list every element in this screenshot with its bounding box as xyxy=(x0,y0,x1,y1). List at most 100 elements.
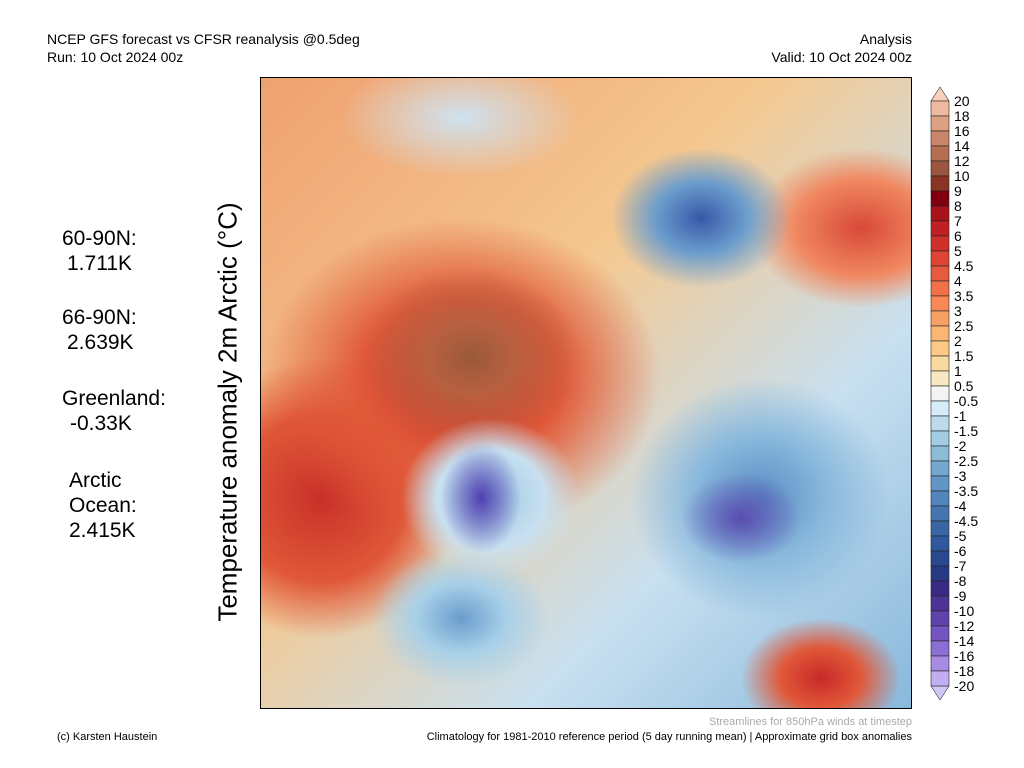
colorbar-bin xyxy=(930,610,950,627)
colorbar-bin xyxy=(930,145,950,162)
colorbar-tick-label: 4 xyxy=(954,273,962,289)
valid-time: Valid: 10 Oct 2024 00z xyxy=(771,49,912,65)
header-left: NCEP GFS forecast vs CFSR reanalysis @0.… xyxy=(47,30,360,66)
colorbar-tick-label: 5 xyxy=(954,243,962,259)
stat-greenland: Greenland: -0.33K xyxy=(62,386,166,436)
colorbar-bin xyxy=(930,370,950,387)
colorbar-bin xyxy=(930,655,950,672)
colorbar-bin xyxy=(930,385,950,402)
colorbar-tick-label: 0.5 xyxy=(954,378,974,394)
colorbar-bin xyxy=(930,100,950,117)
colorbar-bin xyxy=(930,130,950,147)
colorbar-tick-label: 10 xyxy=(954,168,970,184)
streamlines-note: Streamlines for 850hPa winds at timestep xyxy=(709,716,912,728)
colorbar-bin xyxy=(930,220,950,237)
colorbar-tick-label: -1 xyxy=(954,408,967,424)
colorbar-tick-label: 14 xyxy=(954,138,970,154)
stat-60-90n: 60-90N: 1.711K xyxy=(62,226,137,276)
colorbar-tick-label: 7 xyxy=(954,213,962,229)
colorbar-bin xyxy=(930,430,950,447)
stat-label: 66-90N: xyxy=(62,306,137,329)
chart-title: NCEP GFS forecast vs CFSR reanalysis @0.… xyxy=(47,31,360,47)
y-axis-label: Temperature anomaly 2m Arctic (°C) xyxy=(212,202,243,622)
colorbar-bin xyxy=(930,265,950,282)
colorbar-bin xyxy=(930,175,950,192)
colorbar-tick-label: -10 xyxy=(954,603,974,619)
colorbar-tick-label: -18 xyxy=(954,663,974,679)
colorbar-tick-label: -2.5 xyxy=(954,453,978,469)
colorbar-bin xyxy=(930,565,950,582)
colorbar-bin xyxy=(930,505,950,522)
climatology-note: Climatology for 1981-2010 reference peri… xyxy=(426,731,912,743)
colorbar-bin xyxy=(930,205,950,222)
anomaly-map xyxy=(260,77,912,709)
stat-arctic-ocean: Arctic Ocean: 2.415K xyxy=(69,468,159,543)
colorbar-bin xyxy=(930,115,950,132)
colorbar-tick-label: 2 xyxy=(954,333,962,349)
colorbar-bin xyxy=(930,400,950,417)
colorbar-bin xyxy=(930,325,950,342)
colorbar-bin xyxy=(930,235,950,252)
stat-value: 1.711K xyxy=(67,252,132,275)
colorbar-tick-label: -2 xyxy=(954,438,967,454)
colorbar-bin xyxy=(930,535,950,552)
colorbar-tick-label: 3.5 xyxy=(954,288,974,304)
colorbar-under-triangle xyxy=(930,685,950,701)
colorbar-tick-label: -3 xyxy=(954,468,967,484)
colorbar-tick-label: -9 xyxy=(954,588,967,604)
colorbar-bin xyxy=(930,280,950,297)
colorbar-bin xyxy=(930,190,950,207)
colorbar-tick-label: -6 xyxy=(954,543,967,559)
colorbar-tick-label: -7 xyxy=(954,558,967,574)
stat-66-90n: 66-90N: 2.639K xyxy=(62,305,137,355)
colorbar-tick-label: 6 xyxy=(954,228,962,244)
header-right: Analysis Valid: 10 Oct 2024 00z xyxy=(771,30,912,66)
colorbar-bin xyxy=(930,355,950,372)
stat-label: Arctic Ocean: xyxy=(69,469,137,517)
colorbar-bin xyxy=(930,640,950,657)
colorbar-bin xyxy=(930,625,950,642)
colorbar-bin xyxy=(930,445,950,462)
colorbar-bin xyxy=(930,160,950,177)
colorbar-bin xyxy=(930,415,950,432)
colorbar-bin xyxy=(930,670,950,687)
colorbar-over-triangle xyxy=(930,86,950,102)
colorbar-bin xyxy=(930,550,950,567)
colorbar-tick-label: 3 xyxy=(954,303,962,319)
colorbar-tick-label: 4.5 xyxy=(954,258,974,274)
colorbar-bin xyxy=(930,295,950,312)
colorbar-bin xyxy=(930,475,950,492)
colorbar-bin xyxy=(930,460,950,477)
colorbar-tick-label: -12 xyxy=(954,618,974,634)
colorbar-tick-label: -1.5 xyxy=(954,423,978,439)
stat-value: 2.639K xyxy=(67,331,134,354)
stat-label: Greenland: xyxy=(62,387,166,410)
colorbar-tick-label: -14 xyxy=(954,633,974,649)
colorbar-bin xyxy=(930,595,950,612)
stat-label: 60-90N: xyxy=(62,227,137,250)
colorbar-bin xyxy=(930,310,950,327)
colorbar-tick-label: -8 xyxy=(954,573,967,589)
colorbar-tick-label: 1 xyxy=(954,363,962,379)
colorbar-bin xyxy=(930,580,950,597)
colorbar-tick-label: -5 xyxy=(954,528,967,544)
colorbar-tick-label: -3.5 xyxy=(954,483,978,499)
colorbar-bin xyxy=(930,520,950,537)
credit: (c) Karsten Haustein xyxy=(57,731,158,743)
colorbar-bin xyxy=(930,250,950,267)
colorbar-bin xyxy=(930,340,950,357)
run-time: Run: 10 Oct 2024 00z xyxy=(47,49,184,65)
colorbar-tick-label: -20 xyxy=(954,678,974,694)
colorbar-tick-label: 2.5 xyxy=(954,318,974,334)
colorbar-tick-label: 16 xyxy=(954,123,970,139)
colorbar-tick-label: 20 xyxy=(954,93,970,109)
colorbar-tick-label: 12 xyxy=(954,153,970,169)
colorbar-tick-label: -0.5 xyxy=(954,393,978,409)
colorbar-tick-label: -4 xyxy=(954,498,967,514)
colorbar-tick-label: -16 xyxy=(954,648,974,664)
stat-value: 2.415K xyxy=(69,519,136,542)
mode-label: Analysis xyxy=(859,31,912,47)
colorbar-bin xyxy=(930,490,950,507)
colorbar-tick-label: 9 xyxy=(954,183,962,199)
colorbar-tick-label: 18 xyxy=(954,108,970,124)
